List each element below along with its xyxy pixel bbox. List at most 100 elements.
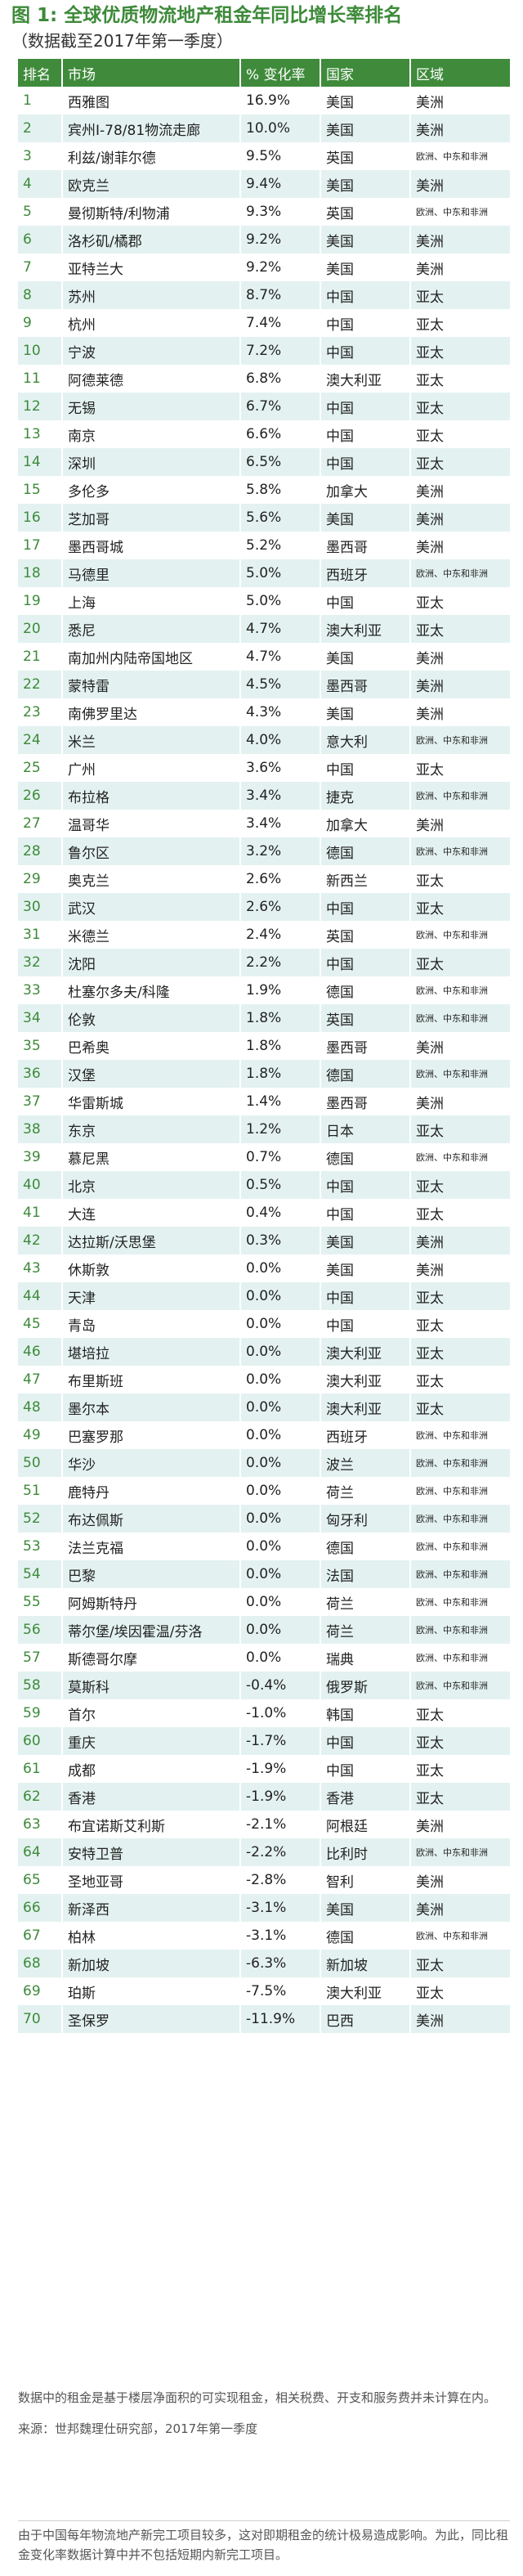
market-cell: 斯德哥尔摩: [61, 1644, 240, 1672]
region-cell: 美洲: [409, 114, 510, 142]
country-cell: 西班牙: [320, 1421, 410, 1449]
change-cell: 5.6%: [239, 504, 320, 532]
region-cell: 欧洲、中东和非洲: [409, 1004, 510, 1032]
region-cell: 美洲: [409, 1866, 510, 1894]
market-cell: 米兰: [61, 726, 240, 754]
region-cell: 亚太: [409, 448, 510, 476]
change-cell: 2.2%: [239, 949, 320, 976]
region-cell: 欧洲、中东和非洲: [409, 837, 510, 865]
region-cell: 亚太: [409, 1393, 510, 1421]
country-cell: 墨西哥: [320, 671, 410, 698]
rank-cell: 48: [18, 1393, 62, 1421]
market-cell: 南佛罗里达: [61, 698, 240, 726]
table-row: 17 墨西哥城 5.2% 墨西哥 美洲: [18, 532, 510, 559]
region-cell: 亚太: [409, 1115, 510, 1143]
change-cell: 5.8%: [239, 476, 320, 504]
table-row: 9 杭州 7.4% 中国 亚太: [18, 309, 510, 337]
country-cell: 中国: [320, 949, 410, 976]
table-row: 14 深圳 6.5% 中国 亚太: [18, 448, 510, 476]
market-cell: 阿德莱德: [61, 365, 240, 393]
market-cell: 洛杉矶/橘郡: [61, 226, 240, 254]
rank-cell: 47: [18, 1366, 62, 1393]
region-cell: 欧洲、中东和非洲: [409, 142, 510, 170]
country-cell: 香港: [320, 1783, 410, 1811]
rank-cell: 17: [18, 532, 62, 559]
table-row: 56 蒂尔堡/埃因霍温/芬洛 0.0% 荷兰 欧洲、中东和非洲: [18, 1616, 510, 1644]
country-cell: 法国: [320, 1560, 410, 1588]
table-row: 1 西雅图 16.9% 美国 美洲: [18, 87, 510, 114]
change-cell: -1.0%: [239, 1699, 320, 1727]
change-cell: 0.4%: [239, 1199, 320, 1227]
country-cell: 捷克: [320, 782, 410, 810]
market-cell: 多伦多: [61, 476, 240, 504]
change-cell: 1.8%: [239, 1004, 320, 1032]
country-cell: 墨西哥: [320, 1032, 410, 1060]
table-row: 10 宁波 7.2% 中国 亚太: [18, 337, 510, 365]
change-cell: 2.4%: [239, 921, 320, 949]
change-cell: 5.0%: [239, 587, 320, 615]
market-cell: 法兰克福: [61, 1533, 240, 1560]
change-cell: 7.2%: [239, 337, 320, 365]
region-cell: 欧洲、中东和非洲: [409, 1421, 510, 1449]
region-cell: 欧洲、中东和非洲: [409, 1505, 510, 1533]
rank-cell: 27: [18, 810, 62, 837]
change-cell: -3.1%: [239, 1894, 320, 1922]
region-cell: 亚太: [409, 393, 510, 420]
region-cell: 亚太: [409, 1199, 510, 1227]
country-cell: 中国: [320, 1282, 410, 1310]
table-row: 58 莫斯科 -0.4% 俄罗斯 欧洲、中东和非洲: [18, 1672, 510, 1699]
rank-cell: 60: [18, 1727, 62, 1755]
rank-cell: 25: [18, 754, 62, 782]
market-cell: 达拉斯/沃思堡: [61, 1227, 240, 1254]
table-row: 45 青岛 0.0% 中国 亚太: [18, 1310, 510, 1338]
market-cell: 布里斯班: [61, 1366, 240, 1393]
rank-cell: 14: [18, 448, 62, 476]
table-row: 51 鹿特丹 0.0% 荷兰 欧洲、中东和非洲: [18, 1477, 510, 1505]
country-cell: 巴西: [320, 2005, 410, 2033]
table-row: 62 香港 -1.9% 香港 亚太: [18, 1783, 510, 1811]
region-cell: 美洲: [409, 476, 510, 504]
country-cell: 澳大利亚: [320, 365, 410, 393]
table-row: 30 武汉 2.6% 中国 亚太: [18, 893, 510, 921]
table-row: 66 新泽西 -3.1% 美国 美洲: [18, 1894, 510, 1922]
region-cell: 欧洲、中东和非洲: [409, 1644, 510, 1672]
country-cell: 美国: [320, 226, 410, 254]
region-cell: 欧洲、中东和非洲: [409, 1560, 510, 1588]
region-cell: 亚太: [409, 1755, 510, 1783]
region-cell: 美洲: [409, 1032, 510, 1060]
region-cell: 亚太: [409, 1282, 510, 1310]
region-cell: 欧洲、中东和非洲: [409, 1143, 510, 1171]
region-cell: 亚太: [409, 754, 510, 782]
region-cell: 美洲: [409, 671, 510, 698]
region-cell: 美洲: [409, 698, 510, 726]
market-cell: 布达佩斯: [61, 1505, 240, 1533]
change-cell: 8.7%: [239, 281, 320, 309]
country-cell: 中国: [320, 420, 410, 448]
rank-cell: 62: [18, 1783, 62, 1811]
market-cell: 布宜诺斯艾利斯: [61, 1811, 240, 1838]
market-cell: 无锡: [61, 393, 240, 420]
table-row: 46 堪培拉 0.0% 澳大利亚 亚太: [18, 1338, 510, 1366]
market-cell: 莫斯科: [61, 1672, 240, 1699]
country-cell: 中国: [320, 281, 410, 309]
change-cell: 2.6%: [239, 865, 320, 893]
rank-cell: 67: [18, 1922, 62, 1950]
rank-cell: 6: [18, 226, 62, 254]
market-cell: 阿姆斯特丹: [61, 1588, 240, 1616]
rank-cell: 1: [18, 87, 62, 114]
market-cell: 华沙: [61, 1449, 240, 1477]
market-cell: 圣保罗: [61, 2005, 240, 2033]
table-row: 32 沈阳 2.2% 中国 亚太: [18, 949, 510, 976]
change-cell: 0.3%: [239, 1227, 320, 1254]
rank-cell: 35: [18, 1032, 62, 1060]
country-cell: 德国: [320, 1922, 410, 1950]
table-row: 39 慕尼黑 0.7% 德国 欧洲、中东和非洲: [18, 1143, 510, 1171]
market-cell: 慕尼黑: [61, 1143, 240, 1171]
rank-cell: 55: [18, 1588, 62, 1616]
change-cell: -11.9%: [239, 2005, 320, 2033]
rank-cell: 59: [18, 1699, 62, 1727]
table-row: 42 达拉斯/沃思堡 0.3% 美国 美洲: [18, 1227, 510, 1254]
table-row: 21 南加州内陆帝国地区 4.7% 美国 美洲: [18, 643, 510, 671]
country-cell: 荷兰: [320, 1616, 410, 1644]
region-cell: 美洲: [409, 1227, 510, 1254]
